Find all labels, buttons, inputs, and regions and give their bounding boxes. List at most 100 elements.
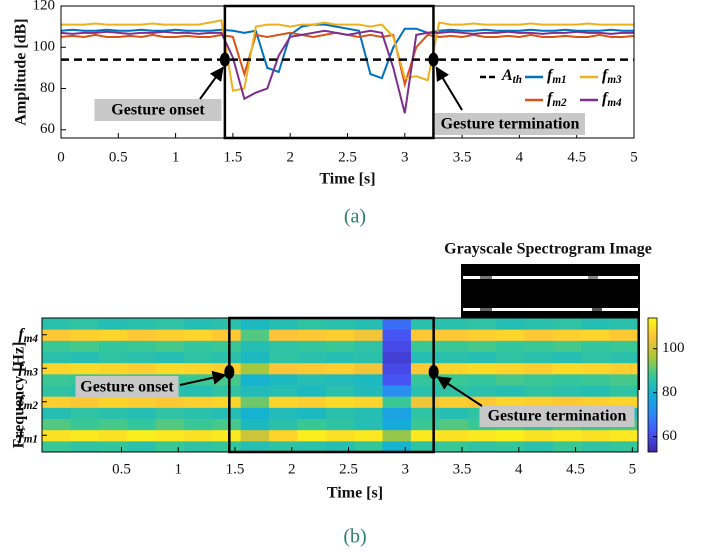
heatmap-cell bbox=[269, 318, 298, 330]
heatmap-cell bbox=[325, 396, 355, 408]
heatmap-cell bbox=[183, 396, 213, 408]
heatmap-cell bbox=[609, 385, 639, 397]
x-tick-label: 3 bbox=[401, 149, 409, 165]
heatmap-cell bbox=[382, 373, 412, 386]
heatmap-cell bbox=[212, 318, 242, 330]
heatmap-cell bbox=[524, 429, 554, 442]
y-axis-label: Amplitude [dB] bbox=[13, 18, 30, 125]
heatmap-cell bbox=[42, 440, 71, 453]
heatmap-cell bbox=[439, 385, 469, 397]
heatmap-cell bbox=[325, 318, 355, 330]
heatmap-cell bbox=[297, 340, 327, 352]
heatmap-cell bbox=[354, 318, 384, 330]
heatmap-cell bbox=[552, 385, 582, 397]
heatmap-cell bbox=[496, 351, 525, 364]
heatmap-cell bbox=[609, 429, 639, 442]
heatmap-cell bbox=[325, 351, 355, 364]
heatmap-cell bbox=[410, 318, 440, 330]
heatmap-cell bbox=[382, 318, 412, 330]
heatmap-cell bbox=[467, 362, 497, 375]
heatmap-cell bbox=[212, 373, 242, 386]
heatmap-cell bbox=[467, 329, 497, 341]
heatmap-cell bbox=[467, 440, 497, 453]
heatmap-cell bbox=[410, 351, 440, 364]
heatmap-cell bbox=[42, 385, 71, 397]
heatmap-cell bbox=[609, 396, 639, 408]
heatmap-cell bbox=[581, 396, 611, 408]
x-tick-label: 0.5 bbox=[112, 461, 131, 477]
heatmap-cell bbox=[354, 418, 384, 431]
x-tick-label: 4 bbox=[515, 461, 523, 477]
heatmap-cell bbox=[382, 418, 412, 431]
heatmap-cell bbox=[297, 351, 327, 364]
heatmap-cell bbox=[467, 318, 497, 330]
x-tick-label: 5 bbox=[629, 461, 637, 477]
heatmap-cell bbox=[269, 407, 298, 419]
heatmap-cell bbox=[127, 407, 157, 419]
colorbar bbox=[647, 317, 658, 453]
heatmap-cell bbox=[155, 329, 185, 341]
heatmap-cell bbox=[325, 373, 355, 386]
heatmap-cell bbox=[581, 362, 611, 375]
x-axis-label: Time [s] bbox=[327, 485, 383, 502]
heatmap-cell bbox=[524, 440, 554, 453]
y-tick-label: fm1 bbox=[18, 426, 38, 445]
heatmap-cell bbox=[382, 440, 412, 453]
arrow bbox=[179, 370, 227, 386]
heatmap-cell bbox=[183, 351, 213, 364]
arrow bbox=[436, 376, 483, 407]
legend-label: fm2 bbox=[547, 90, 567, 109]
heatmap-cell bbox=[325, 340, 355, 352]
y-axis-label: Frequency [Hz] bbox=[11, 342, 28, 449]
heatmap-cell bbox=[155, 362, 185, 375]
heatmap-cell bbox=[155, 407, 185, 419]
heatmap-cell bbox=[410, 362, 440, 375]
heatmap-cell bbox=[269, 340, 298, 352]
heatmap-cell bbox=[382, 351, 412, 364]
colorbar-tick-label: 80 bbox=[662, 384, 677, 400]
arrow bbox=[435, 66, 463, 111]
heatmap-cell bbox=[552, 440, 582, 453]
heatmap-cell bbox=[70, 418, 100, 431]
heatmap-cell bbox=[552, 396, 582, 408]
heatmap-cell bbox=[382, 385, 412, 397]
heatmap-cell bbox=[98, 318, 128, 330]
heatmap-cell bbox=[155, 429, 185, 442]
heatmap-cell bbox=[496, 340, 525, 352]
heatmap-cell bbox=[212, 351, 242, 364]
heatmap-cell bbox=[552, 429, 582, 442]
heatmap-cell bbox=[354, 440, 384, 453]
heatmap-cell bbox=[552, 329, 582, 341]
heatmap-cell bbox=[439, 407, 469, 419]
heatmap-cell bbox=[42, 407, 71, 419]
annotation-dot bbox=[428, 52, 439, 67]
heatmap-cell bbox=[354, 362, 384, 375]
heatmap-cell bbox=[269, 429, 298, 442]
heatmap-cell bbox=[439, 429, 469, 442]
heatmap-cell bbox=[70, 440, 100, 453]
heatmap-cell bbox=[496, 362, 525, 375]
heatmap-cell bbox=[325, 429, 355, 442]
series-line bbox=[61, 29, 634, 114]
heatmap-cell bbox=[297, 385, 327, 397]
annotation-dot bbox=[219, 52, 230, 67]
heatmap-cell bbox=[70, 340, 100, 352]
legend-label: fm4 bbox=[602, 90, 622, 109]
heatmap-cell bbox=[496, 396, 525, 408]
heatmap-cell bbox=[496, 385, 525, 397]
heatmap-cell bbox=[439, 329, 469, 341]
heatmap-cell bbox=[325, 329, 355, 341]
heatmap-cell bbox=[354, 407, 384, 419]
heatmap-cell bbox=[382, 340, 412, 352]
heatmap-cell bbox=[410, 418, 440, 431]
heatmap-cell bbox=[127, 329, 157, 341]
heatmap-cell bbox=[496, 318, 525, 330]
heatmap-cell bbox=[269, 373, 298, 386]
heatmap-cell bbox=[410, 429, 440, 442]
heatmap-cell bbox=[70, 351, 100, 364]
heatmap-cell bbox=[212, 407, 242, 419]
heatmap-cell bbox=[212, 396, 242, 408]
legend-label: fm3 bbox=[602, 67, 622, 86]
heatmap-cell bbox=[240, 351, 270, 364]
